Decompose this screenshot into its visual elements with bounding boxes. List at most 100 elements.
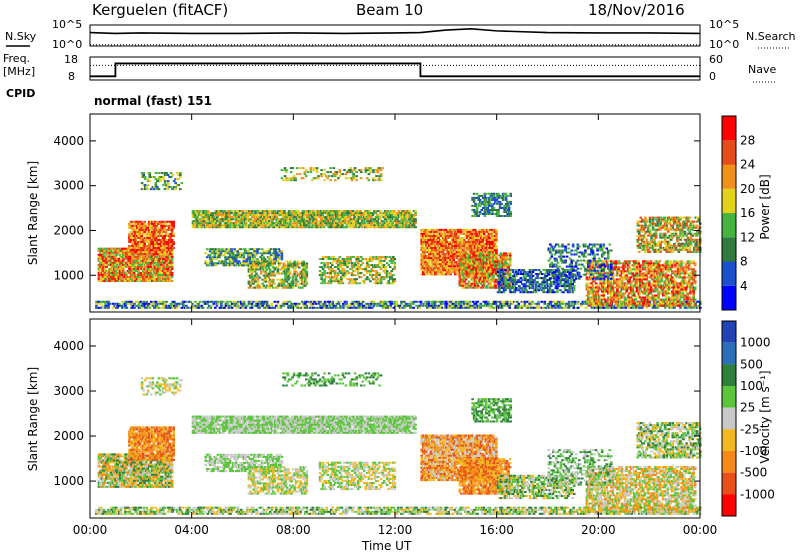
power-cell	[240, 222, 244, 225]
power-cell	[108, 261, 111, 264]
power-cell	[137, 269, 140, 272]
power-cell	[131, 306, 135, 309]
power-cell	[152, 243, 156, 245]
power-cell	[119, 304, 123, 307]
power-cell	[212, 264, 215, 267]
power-cell	[106, 280, 110, 282]
power-cell	[257, 216, 260, 219]
power-cell	[252, 278, 255, 281]
power-cell	[341, 268, 345, 271]
power-cell	[161, 259, 165, 262]
power-cell	[143, 267, 146, 270]
power-cell	[493, 306, 496, 309]
power-cell	[450, 300, 453, 303]
power-cell	[441, 239, 445, 241]
power-cell	[125, 249, 128, 252]
power-cell	[146, 304, 150, 307]
power-cell	[268, 278, 272, 281]
power-cell	[323, 173, 326, 176]
power-cell	[140, 220, 143, 223]
power-cell	[226, 214, 230, 217]
power-cell	[320, 173, 323, 176]
power-cell	[221, 306, 225, 309]
power-cell	[302, 282, 306, 285]
power-cell	[143, 228, 146, 231]
power-cell	[155, 257, 159, 260]
power-cell	[264, 268, 267, 271]
power-cell	[379, 216, 382, 219]
nsearch-label: N.Search	[746, 30, 796, 43]
power-cell	[101, 304, 104, 307]
power-cell	[291, 304, 295, 307]
power-cell	[362, 218, 366, 221]
power-cell	[261, 224, 265, 227]
power-cell	[148, 273, 151, 276]
power-cell	[346, 270, 349, 273]
power-cell	[429, 304, 432, 307]
power-cell	[211, 304, 214, 307]
power-cell	[154, 186, 158, 189]
power-cell	[264, 226, 268, 229]
power-cell	[224, 264, 227, 267]
power-cell	[158, 263, 162, 266]
power-cell	[369, 256, 372, 258]
power-cell	[619, 306, 623, 309]
power-cell	[196, 214, 199, 217]
power-cell	[337, 282, 340, 285]
power-cell	[340, 266, 343, 269]
power-cell	[421, 232, 425, 235]
power-cell	[426, 241, 430, 243]
power-cell	[393, 258, 397, 260]
power-cell	[129, 263, 133, 266]
power-cell	[455, 243, 459, 245]
power-cell	[297, 274, 301, 277]
power-cell	[438, 247, 442, 249]
noise-right-tick-top: 10^5	[709, 18, 740, 31]
power-cell	[304, 284, 307, 287]
power-cell	[377, 216, 381, 219]
power-cell	[421, 259, 425, 262]
power-cell	[378, 304, 382, 307]
power-cell	[158, 273, 162, 276]
power-cell	[197, 306, 200, 309]
power-cell	[284, 222, 288, 225]
power-cell	[216, 224, 219, 227]
power-cell	[435, 261, 439, 264]
power-cell	[228, 222, 231, 225]
power-cell	[102, 255, 105, 258]
power-cell	[247, 264, 251, 267]
power-cell	[111, 271, 114, 274]
power-cell	[375, 274, 378, 277]
power-cell	[268, 274, 272, 277]
power-cell	[444, 306, 447, 309]
power-cell	[138, 273, 142, 276]
power-cell	[383, 212, 387, 215]
power-cell	[131, 222, 134, 225]
power-cell	[232, 216, 236, 219]
power-cell	[126, 275, 130, 278]
power-cell	[383, 222, 387, 225]
power-cell	[321, 214, 324, 217]
power-cell	[393, 212, 396, 215]
power-cell	[343, 300, 347, 303]
power-cell	[221, 248, 224, 251]
power-cell	[275, 224, 279, 227]
power-cell	[228, 226, 231, 229]
power-cell	[205, 262, 209, 265]
power-cell	[151, 186, 155, 189]
power-cell	[218, 250, 221, 253]
power-cell	[335, 222, 338, 225]
power-cell	[206, 212, 210, 215]
power-cell	[202, 216, 205, 219]
power-cell	[378, 272, 381, 275]
power-cell	[284, 218, 288, 221]
power-cell	[327, 272, 331, 275]
power-cell	[140, 249, 143, 252]
power-cell	[319, 214, 323, 217]
power-cell	[103, 267, 107, 270]
power-cell	[154, 228, 157, 231]
power-cell	[327, 256, 331, 258]
power-cell	[339, 216, 343, 219]
power-cell	[360, 220, 364, 223]
power-cell	[162, 176, 165, 178]
